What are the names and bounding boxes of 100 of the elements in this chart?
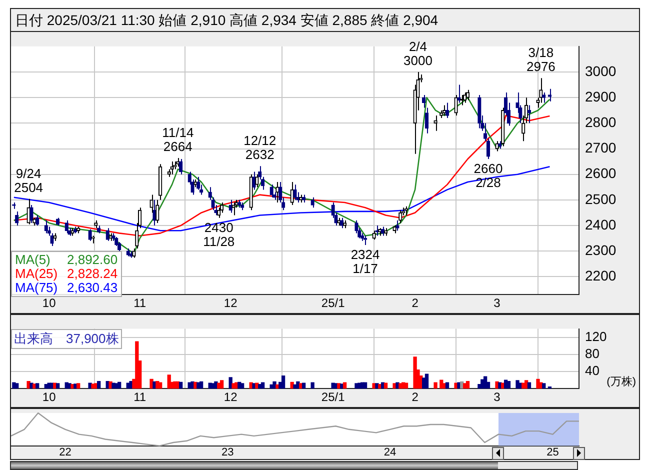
candlestick: [156, 199, 160, 224]
candlestick: [44, 220, 48, 234]
bar: [413, 356, 417, 389]
candlestick: [501, 107, 505, 147]
bar: [220, 380, 224, 389]
bar: [445, 382, 450, 389]
candlestick: [486, 138, 490, 160]
candlestick: [440, 110, 444, 119]
candlestick: [454, 94, 458, 116]
y-tick-label: 2200: [585, 268, 616, 284]
bar: [199, 381, 204, 389]
annotation: 2324 1/17: [350, 247, 380, 276]
bar: [466, 381, 470, 389]
candlestick: [422, 94, 426, 108]
annotation: 2660 2/28: [474, 161, 503, 190]
bar: [516, 380, 520, 389]
bar: [310, 382, 314, 389]
bar: [384, 382, 388, 389]
candlestick: [340, 217, 344, 229]
candlestick: [158, 164, 162, 200]
candlestick: [457, 84, 461, 104]
chart-title: 出来高 37,900株: [11, 328, 122, 349]
chart-title: 日付 2025/03/21 11:30 始値 2,910 高値 2,934 安値 2,885 終値 2,904: [11, 9, 639, 32]
y-tick-label: 2300: [585, 242, 616, 258]
bar: [97, 381, 101, 389]
candlestick: [363, 235, 368, 246]
bar: [424, 374, 429, 389]
annotation: 9/24 2504: [14, 166, 44, 195]
annotation: 2/4 3000: [404, 39, 432, 68]
x-tick-label: 3: [494, 390, 501, 404]
candlestick: [542, 92, 546, 104]
bar: [506, 381, 511, 389]
annotation: 2,828.24: [67, 266, 118, 281]
candlestick: [255, 174, 259, 188]
x-tick-label: 3: [494, 296, 501, 310]
text: MA(5): [15, 252, 52, 267]
candlestick: [498, 140, 502, 150]
candlestick: [88, 228, 92, 242]
candlestick: [478, 94, 482, 129]
bar: [302, 382, 306, 389]
x-tick-label: 24: [384, 446, 396, 458]
candlestick: [372, 230, 376, 240]
bar: [76, 383, 80, 389]
candlestick: [442, 104, 446, 116]
candlestick: [178, 158, 183, 175]
candlestick: [238, 199, 242, 208]
y-tick-label: 2800: [585, 114, 616, 130]
candlestick: [76, 226, 80, 234]
y-tick-label: 2900: [585, 88, 616, 104]
candlestick: [302, 194, 306, 203]
candlestick: [404, 206, 408, 216]
candlestick: [310, 196, 314, 208]
candlestick: [445, 102, 450, 119]
y-axis-title: (万株): [606, 376, 636, 388]
annotation: 3/18 2976: [526, 45, 556, 74]
y-tick-label: 40: [585, 363, 600, 378]
candlestick: [108, 232, 112, 242]
candlestick: [129, 250, 133, 258]
candlestick: [276, 182, 280, 203]
annotation: 11/14 2664: [162, 125, 194, 154]
y-tick-label: 80: [585, 346, 600, 362]
candlestick: [539, 78, 543, 104]
x-tick-label: 12: [224, 390, 238, 404]
candlestick: [342, 220, 347, 229]
x-tick-label: 25/1: [321, 296, 346, 310]
candlestick: [194, 178, 198, 188]
annotation: 2,892.60: [67, 252, 118, 267]
candlestick: [32, 217, 36, 226]
candlestick: [26, 198, 30, 225]
annotation: 2,630.43: [67, 280, 118, 295]
candlestick: [527, 104, 532, 124]
candlestick: [462, 92, 467, 104]
x-tick-label: 25/1: [321, 390, 346, 404]
bar: [240, 383, 244, 389]
candlestick: [232, 202, 236, 216]
candlestick: [64, 220, 68, 234]
bar: [527, 382, 532, 389]
y-tick-label: 2700: [585, 140, 616, 156]
x-tick-label: 2: [412, 390, 419, 404]
bar: [158, 382, 162, 389]
candlestick: [252, 171, 256, 190]
bar: [342, 382, 347, 389]
bar: [536, 378, 540, 389]
candlestick: [94, 220, 98, 229]
x-tick-label: 2: [412, 296, 419, 310]
x-tick-label: 11: [134, 390, 146, 404]
candlestick: [299, 194, 303, 203]
bar: [178, 382, 183, 389]
candlestick: [15, 210, 19, 226]
candlestick: [176, 157, 180, 168]
bar: [542, 383, 546, 389]
x-tick-label: 12: [224, 296, 238, 310]
candlestick: [424, 107, 429, 134]
candlestick: [249, 174, 253, 211]
candlestick: [228, 199, 232, 214]
bar: [434, 382, 438, 389]
annotation: 12/12 2632: [244, 133, 276, 162]
bar: [281, 375, 286, 389]
candlestick: [152, 199, 156, 226]
y-tick-label: 2400: [585, 216, 616, 232]
